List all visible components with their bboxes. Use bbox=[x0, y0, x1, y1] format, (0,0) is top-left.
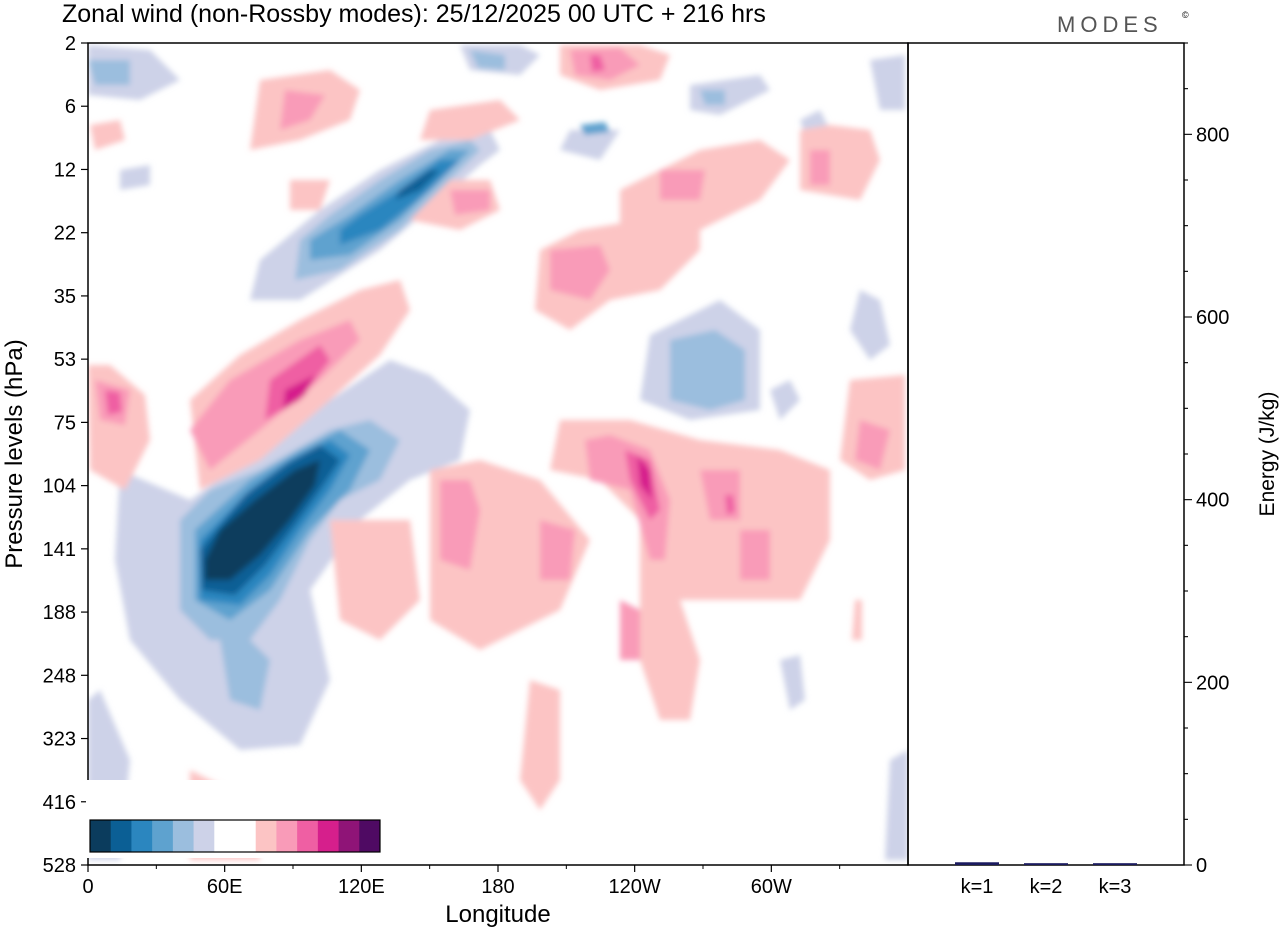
y-tick-label: 53 bbox=[54, 349, 76, 371]
x-tick-label: 60W bbox=[751, 876, 792, 898]
colorbar-swatch bbox=[317, 820, 339, 852]
x-tick-label: 120W bbox=[609, 876, 661, 898]
energy-category-label: k=3 bbox=[1099, 876, 1132, 898]
y-tick-label: 75 bbox=[54, 412, 76, 434]
energy-tick-label: 200 bbox=[1196, 672, 1229, 694]
colorbar-swatch bbox=[131, 820, 153, 852]
colorbar-swatch bbox=[90, 820, 112, 852]
energy-bar-k=1 bbox=[955, 862, 999, 865]
y-tick-label: 35 bbox=[54, 286, 76, 308]
colorbar-swatch bbox=[110, 820, 132, 852]
y-tick-label: 104 bbox=[43, 476, 76, 498]
energy-tick-label: 400 bbox=[1196, 490, 1229, 512]
x-axis: 0 60E 120E 180 120W 60W bbox=[82, 865, 841, 898]
modes-logo-text: MODES bbox=[1057, 12, 1163, 37]
y-tick-label: 2 bbox=[65, 33, 76, 55]
colorbar-swatch bbox=[276, 820, 298, 852]
modes-logo: MODES © bbox=[1057, 10, 1189, 37]
colorbar-swatch bbox=[255, 820, 277, 852]
energy-tick-label: 800 bbox=[1196, 124, 1229, 146]
y-tick-label: 323 bbox=[43, 729, 76, 751]
energy-bar-k=3 bbox=[1093, 863, 1137, 865]
x-tick-label: 120E bbox=[338, 876, 385, 898]
energy-tick-label: 600 bbox=[1196, 307, 1229, 329]
energy-bar-k=2 bbox=[1024, 863, 1068, 865]
y-tick-label: 416 bbox=[43, 792, 76, 814]
y-tick-label: 528 bbox=[43, 855, 76, 877]
colorbar-swatch bbox=[214, 820, 236, 852]
y-tick-label: 6 bbox=[65, 96, 76, 118]
chart-title: Zonal wind (non-Rossby modes): 25/12/202… bbox=[62, 0, 766, 28]
colorbar-swatch bbox=[172, 820, 194, 852]
colorbar-outline bbox=[89, 819, 381, 853]
colorbar-legend: -12-8-404812 bbox=[86, 780, 384, 858]
heatmap-field bbox=[88, 43, 908, 865]
colorbar-swatch bbox=[338, 820, 360, 852]
colorbar-swatch bbox=[152, 820, 174, 852]
y-axis: 2 6 12 22 35 53 75 104 141 188 248 323 416 528 bbox=[43, 33, 88, 877]
y-axis-label: Pressure levels (hPa) bbox=[1, 339, 28, 568]
y-tick-label: 248 bbox=[43, 665, 76, 687]
y-tick-label: 188 bbox=[43, 602, 76, 624]
colorbar-swatch bbox=[297, 820, 319, 852]
x-axis-label: Longitude bbox=[445, 901, 550, 928]
energy-axis: 0 200 400 600 800 bbox=[1184, 42, 1229, 877]
x-tick-label: 180 bbox=[481, 876, 514, 898]
energy-axis-label: Energy (J/kg) bbox=[1256, 392, 1279, 517]
y-tick-label: 141 bbox=[43, 539, 76, 561]
energy-category-label: k=1 bbox=[961, 876, 994, 898]
x-tick-label: 0 bbox=[82, 876, 93, 898]
energy-bars: k=1 k=2 k=3 bbox=[955, 862, 1137, 898]
energy-category-label: k=2 bbox=[1030, 876, 1063, 898]
y-tick-label: 12 bbox=[54, 159, 76, 181]
colorbar-swatch bbox=[193, 820, 215, 852]
energy-tick-label: 0 bbox=[1196, 855, 1207, 877]
energy-panel-frame bbox=[907, 42, 1185, 866]
y-tick-label: 22 bbox=[54, 223, 76, 245]
colorbar-swatch bbox=[235, 820, 257, 852]
modes-logo-mark: © bbox=[1182, 10, 1189, 20]
colorbar-swatch bbox=[359, 820, 381, 852]
x-tick-label: 60E bbox=[207, 876, 243, 898]
